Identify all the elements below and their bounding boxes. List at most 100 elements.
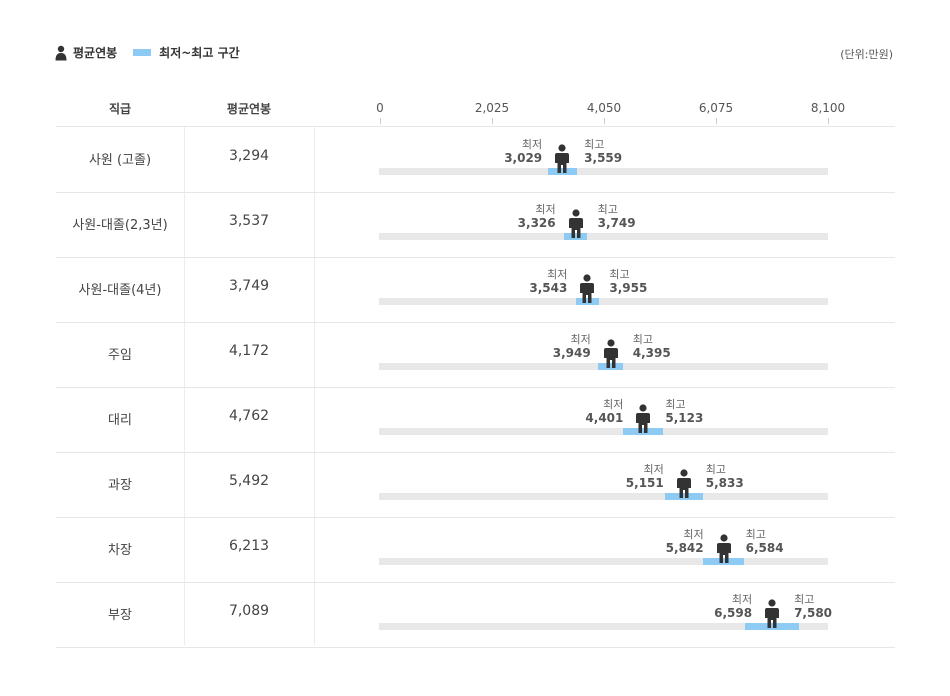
header-divider [56,126,895,127]
range-track [379,168,828,175]
x-tick-label: 2,025 [474,101,510,115]
salary-range-bar [623,428,664,435]
row-divider [56,322,895,323]
min-label: 최저 [683,528,704,541]
table-row: 부장 7,089 [56,582,895,647]
min-value: 5,842 [665,541,704,555]
legend: 평균연봉 최저~최고 구간 [55,44,240,61]
row-divider [56,192,895,193]
legend-range-label: 최저~최고 구간 [159,46,240,60]
avg-salary-cell: 3,294 [228,148,270,164]
max-value: 7,580 [794,606,833,620]
salary-range-bar [547,168,577,175]
avg-salary-marker-icon [568,209,584,239]
salary-range-bar [703,558,745,565]
min-label: 최저 [570,333,591,346]
row-divider [56,452,895,453]
table-row: 사원-대졸(4년) 3,749 [56,257,895,322]
range-track [379,623,828,630]
max-label: 최고 [584,138,605,151]
min-value: 3,326 [517,216,556,230]
table-row: 과장 5,492 [56,452,895,517]
rank-cell: 사원-대졸(2,3년) [72,218,168,233]
x-tick-mark [604,118,605,124]
x-tick-mark [716,118,717,124]
max-label: 최고 [597,203,618,216]
max-value: 3,955 [609,281,648,295]
column-divider-1 [184,127,185,645]
table-row: 사원-대졸(2,3년) 3,537 [56,192,895,257]
rank-cell: 대리 [108,413,132,428]
row-divider [56,582,895,583]
salary-range-bar [575,298,599,305]
min-label: 최저 [603,398,624,411]
avg-salary-marker-icon [554,144,570,174]
avg-salary-cell: 7,089 [228,603,270,619]
avg-salary-cell: 3,749 [228,278,270,294]
min-value: 3,949 [552,346,591,360]
min-label: 최저 [521,138,543,151]
header-avg-salary: 평균연봉 [226,102,272,116]
max-label: 최고 [745,528,766,541]
max-label: 최고 [665,398,686,411]
rank-cell: 과장 [108,478,132,493]
min-label: 최저 [547,268,568,281]
max-label: 최고 [632,333,653,346]
person-icon [55,45,67,60]
min-value: 3,029 [504,151,543,165]
max-label: 최고 [705,463,726,476]
table-row: 주임 4,172 [56,322,895,387]
max-value: 3,749 [597,216,636,230]
rank-cell: 사원-대졸(4년) [78,283,162,298]
salary-range-bar [664,493,703,500]
max-value: 5,123 [665,411,704,425]
avg-salary-cell: 4,762 [228,408,270,424]
max-label: 최고 [609,268,630,281]
legend-range-swatch [133,49,152,56]
max-value: 4,395 [632,346,671,360]
avg-salary-cell: 4,172 [228,343,270,359]
rank-cell: 주임 [108,348,132,363]
x-tick-mark [492,118,493,124]
row-divider [56,647,895,648]
rank-cell: 사원 (고졸) [88,153,152,168]
x-tick-label: 0 [376,101,384,115]
min-label: 최저 [535,203,556,216]
avg-salary-marker-icon [716,534,732,564]
avg-salary-marker-icon [676,469,692,499]
salary-range-bar [598,363,624,370]
min-value: 5,151 [625,476,664,490]
avg-salary-marker-icon [635,404,651,434]
avg-salary-marker-icon [764,599,780,629]
min-value: 4,401 [585,411,624,425]
row-divider [56,387,895,388]
table-row: 대리 4,762 [56,387,895,452]
rank-cell: 부장 [108,608,132,623]
table-row: 사원 (고졸) 3,294 [56,127,895,192]
header-rank: 직급 [108,102,132,116]
x-tick-label: 8,100 [810,101,846,115]
range-track [379,558,828,565]
range-track [379,298,828,305]
table-row: 차장 6,213 [56,517,895,582]
range-track [379,428,828,435]
min-label: 최저 [643,463,664,476]
max-value: 3,559 [584,151,623,165]
x-tick-label: 6,075 [698,101,734,115]
rank-cell: 차장 [108,543,132,558]
avg-salary-marker-icon [603,339,619,369]
unit-label: (단위:만원) [840,48,893,61]
avg-salary-cell: 5,492 [228,473,270,489]
min-value: 3,543 [529,281,568,295]
x-tick-label: 4,050 [586,101,622,115]
max-value: 5,833 [705,476,744,490]
row-divider [56,257,895,258]
column-divider-2 [314,127,315,645]
min-value: 6,598 [714,606,753,620]
max-label: 최고 [794,593,815,606]
range-track [379,493,828,500]
legend-avg-label: 평균연봉 [73,46,118,60]
row-divider [56,517,895,518]
avg-salary-cell: 6,213 [228,538,270,554]
min-label: 최저 [731,593,753,606]
